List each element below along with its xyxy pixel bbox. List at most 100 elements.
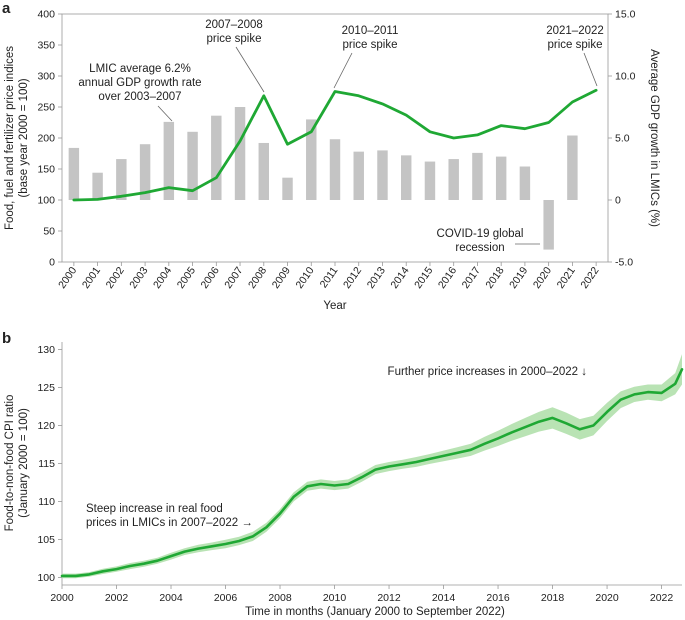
x-tick-label: 2016	[436, 265, 459, 291]
panel-a-x-ticks: 2000 2001 2002 2003 2004 2005 2006 2007 2008 2009…	[56, 262, 602, 291]
annotation-line: COVID-19 global	[437, 228, 524, 240]
annotation-leader	[333, 52, 353, 89]
tick-label-x: 2008	[268, 592, 292, 604]
panel-a-letter: a	[2, 0, 11, 17]
x-tick-label: 2009	[270, 265, 293, 291]
gdp-growth-bar	[258, 142, 270, 200]
panel-a-price-index-line	[72, 88, 598, 202]
panel-b-x-ticks: 2000 2002 2004 2006 2008 2010 2012 2014 2016 2018…	[50, 585, 673, 604]
gdp-growth-bar	[472, 152, 483, 200]
panel-b-xlabel: Time in months (January 2000 to Septembe…	[245, 606, 505, 618]
tick-label-y: 110	[38, 496, 55, 508]
x-tick-label: 2019	[507, 265, 530, 291]
annotation-line: annual GDP growth rate	[78, 77, 201, 89]
panel-b-cpi-ratio-line	[60, 368, 684, 578]
tick-label-left: 100	[37, 195, 55, 207]
panel-b-ylabel: Food-to-non-food CPI ratio	[4, 395, 16, 532]
x-tick-label: 2018	[483, 265, 506, 291]
annotation-line: LMIC average 6.2%	[89, 63, 191, 75]
gdp-growth-bar	[495, 156, 507, 200]
tick-label-left: 50	[43, 226, 55, 238]
tick-label-y: 100	[37, 572, 55, 584]
annotation-line: over 2003–2007	[98, 91, 181, 103]
x-tick-label: 2005	[175, 265, 198, 291]
tick-label-right: 0	[615, 195, 621, 207]
tick-label-right: 15.0	[615, 9, 636, 21]
tick-label-left: 200	[37, 133, 55, 145]
x-tick-label: 2001	[80, 265, 103, 291]
x-tick-label: 2010	[293, 265, 316, 291]
x-tick-label: 2000	[56, 265, 79, 291]
gdp-growth-bar	[211, 115, 222, 200]
tick-label-x: 2000	[50, 592, 74, 604]
annotation-line: 2021–2022	[546, 25, 604, 37]
panel-a-xlabel: Year	[323, 300, 346, 312]
gdp-growth-bar	[306, 119, 317, 200]
tick-label-x: 2002	[105, 592, 129, 604]
gdp-growth-bar	[68, 147, 80, 200]
tick-label-right: 5.0	[615, 133, 630, 145]
annotation-line: recession	[455, 242, 504, 254]
tick-label-left: 300	[37, 71, 55, 83]
x-tick-label: 2021	[555, 265, 578, 291]
panel-a: a 0 50 100 150 200 250 300 350 400 -5.0 0 5.0 10.0 1…	[2, 0, 660, 312]
gdp-growth-bar	[377, 150, 388, 200]
gdp-growth-bar	[424, 161, 436, 200]
tick-label-y: 130	[37, 344, 55, 356]
annotation-2007-2008-spike: 2007–2008 price spike	[205, 19, 265, 93]
tick-label-left: 400	[37, 9, 55, 21]
gdp-growth-bar	[234, 107, 246, 200]
tick-label-x: 2018	[541, 592, 565, 604]
x-tick-label: 2015	[412, 265, 435, 291]
panel-b-letter: b	[2, 330, 11, 347]
annotation-steep-increase-line: Steep increase in real food	[86, 503, 223, 515]
gdp-growth-bar	[543, 200, 554, 250]
gdp-growth-bar	[187, 131, 198, 200]
annotation-line: 2007–2008	[205, 19, 263, 31]
tick-label-x: 2006	[214, 592, 238, 604]
x-tick-label: 2002	[104, 265, 127, 291]
tick-label-y: 115	[38, 458, 55, 470]
x-tick-label: 2020	[531, 265, 554, 291]
annotation-leader	[235, 46, 265, 93]
annotation-lmic-average: LMIC average 6.2% annual GDP growth rate…	[78, 63, 202, 122]
panel-a-right-ticks: -5.0 0 5.0 10.0 15.0	[608, 9, 636, 269]
annotation-leader	[157, 105, 173, 122]
gdp-growth-bar	[519, 166, 531, 200]
annotation-2010-2011-spike: 2010–2011 price spike	[333, 25, 399, 89]
x-tick-label: 2006	[199, 265, 222, 291]
annotation-leader	[583, 52, 598, 87]
gdp-growth-bar	[400, 155, 412, 200]
panel-a-ylabel-right: Average GDP growth in LMICs (%)	[648, 49, 660, 227]
annotation-further-increases: Further price increases in 2000–2022 ↓	[388, 366, 587, 378]
annotation-covid-recession: COVID-19 global recession	[437, 228, 540, 254]
gdp-growth-bar	[116, 159, 127, 200]
tick-label-x: 2012	[377, 592, 401, 604]
tick-label-y: 120	[37, 420, 55, 432]
x-tick-label: 2022	[578, 265, 601, 291]
tick-label-x: 2020	[595, 592, 619, 604]
annotation-line: price spike	[548, 39, 603, 51]
tick-label-left: 350	[37, 40, 55, 52]
tick-label-x: 2016	[486, 592, 510, 604]
x-tick-label: 2014	[388, 265, 411, 291]
panel-a-bars	[68, 107, 578, 250]
panel-b-ylabel-sub: (January 2000 = 100)	[18, 408, 30, 518]
x-tick-label: 2013	[365, 265, 388, 291]
tick-label-right: 10.0	[615, 71, 636, 83]
x-tick-label: 2004	[151, 265, 174, 291]
panel-b: b 100 105 110 115 120 125 130 2000 2002 2004 2006…	[2, 330, 684, 618]
panel-a-ylabel-left: Food, fuel and fertilizer price indices	[4, 46, 16, 230]
x-tick-label: 2008	[246, 265, 269, 291]
gdp-growth-bar	[329, 139, 341, 200]
x-tick-label: 2017	[460, 265, 483, 291]
annotation-line: price spike	[343, 39, 398, 51]
annotation-line: 2010–2011	[342, 25, 399, 37]
x-tick-label: 2012	[341, 265, 364, 291]
tick-label-left: 250	[37, 102, 55, 114]
panel-a-left-ticks: 0 50 100 150 200 250 300 350 400	[37, 9, 62, 269]
annotation-line: price spike	[207, 33, 262, 45]
gdp-growth-bar	[353, 151, 364, 200]
panel-a-ylabel-left-sub: (base year 2000 = 100)	[18, 78, 30, 197]
